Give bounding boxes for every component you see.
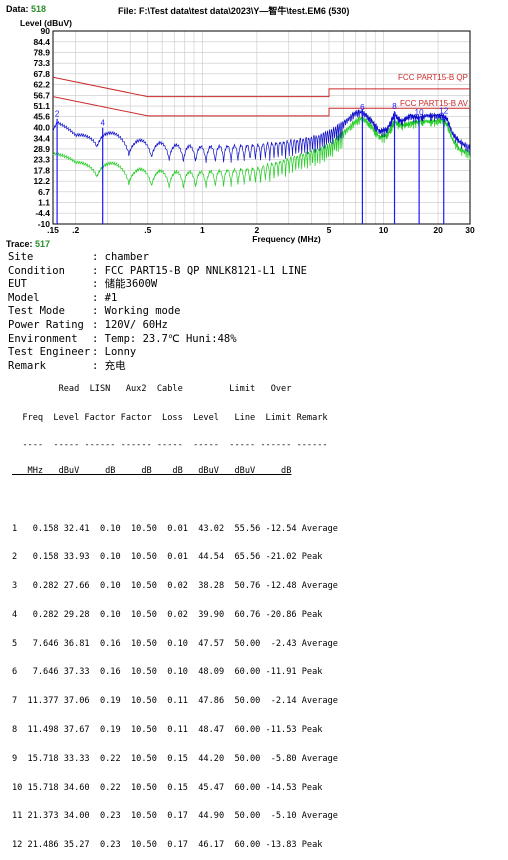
emission-chart: 9084.478.973.367.862.256.751.145.640.034…	[20, 18, 475, 244]
y-tick-label: 51.1	[33, 101, 50, 111]
y-tick-label: 40.0	[33, 123, 50, 133]
info-value: : chamber	[92, 251, 149, 263]
limit-line	[52, 76, 470, 98]
table-row: 3 0.282 27.66 0.10 10.50 0.02 38.28 50.7…	[12, 581, 338, 592]
marker-label: 12	[439, 107, 448, 116]
limit-line-label: FCC PART15-B QP	[398, 73, 468, 82]
table-divider: ---- ----- ------ ------ ----- ----- ---…	[12, 442, 328, 448]
table-row: 5 7.646 36.81 0.16 10.50 0.10 47.57 50.0…	[12, 638, 338, 649]
y-tick-label: 62.2	[33, 80, 50, 90]
x-tick-label: .2	[72, 225, 79, 235]
trace-key: Trace:	[6, 239, 33, 249]
y-tick-label: 12.2	[33, 176, 50, 186]
y-tick-label: 28.9	[33, 144, 50, 154]
y-tick-label: 90	[41, 26, 51, 36]
table-header: Freq Level Factor Factor Loss Level Line…	[12, 412, 328, 423]
info-key: EUT	[8, 278, 27, 291]
trace-label: Trace: 517	[6, 239, 50, 249]
series-line-average	[52, 114, 471, 189]
marker-label: 10	[415, 108, 424, 117]
info-key: Model	[8, 291, 40, 304]
info-key: Test Mode	[8, 305, 65, 318]
x-tick-label: 2	[254, 225, 259, 235]
info-value: : 充电	[92, 359, 126, 372]
info-value: : 储能3600W	[92, 278, 158, 291]
x-tick-label: .15	[47, 225, 59, 235]
x-tick-label: 10	[379, 225, 389, 235]
y-axis-label: Level (dBuV)	[20, 18, 72, 28]
info-key: Remark	[8, 359, 46, 372]
info-key: Site	[8, 251, 34, 263]
table-row: 2 0.158 33.93 0.10 10.50 0.01 44.54 65.5…	[12, 552, 323, 563]
grid	[53, 30, 470, 225]
info-value: : Temp: 23.7℃ Huni:48%	[92, 332, 237, 345]
series-line-peak	[52, 108, 471, 164]
info-row: Condition : FCC PART15-B QP NNLK8121-L1 L…	[8, 265, 307, 279]
info-row: Test Engineer: Lonny	[8, 346, 307, 360]
marker-label: 2	[55, 110, 60, 119]
table-row: 8 11.498 37.67 0.19 10.50 0.11 48.47 60.…	[12, 724, 323, 735]
x-tick-label: 1	[200, 225, 205, 235]
info-value: : #1	[92, 291, 118, 304]
info-row: Environment : Temp: 23.7℃ Huni:48%	[8, 333, 307, 347]
y-tick-label: 1.1	[38, 198, 50, 208]
info-value: : Lonny	[92, 346, 137, 359]
data-value: 518	[31, 4, 47, 14]
info-row: Test Mode : Working mode	[8, 305, 307, 319]
info-key: Condition	[8, 264, 65, 277]
x-tick-label: 5	[327, 225, 332, 235]
series-group	[52, 108, 471, 189]
info-row: EUT : 储能3600W	[8, 278, 307, 292]
table-row: 9 15.718 33.33 0.22 10.50 0.15 44.20 50.…	[12, 753, 338, 764]
y-tick-label: -10	[38, 219, 51, 229]
y-tick-label: 67.8	[33, 69, 50, 79]
y-tick-label: 73.3	[33, 58, 50, 68]
marker-label: 4	[100, 119, 105, 128]
info-key: Test Engineer	[8, 346, 91, 359]
info-key: Environment	[8, 332, 78, 345]
table-row: 7 11.377 37.06 0.19 10.50 0.11 47.86 50.…	[12, 696, 338, 707]
marker-label: 6	[360, 103, 365, 112]
info-value: : Working mode	[92, 305, 181, 318]
y-tick-label: 84.4	[33, 37, 50, 47]
y-tick-label: 34.4	[33, 133, 50, 143]
info-row: Remark : 充电	[8, 360, 307, 374]
info-row: Model : #1	[8, 292, 307, 306]
table-row: 6 7.646 37.33 0.16 10.50 0.10 48.09 60.0…	[12, 667, 323, 678]
table-row: 1 0.158 32.41 0.10 10.50 0.01 43.02 55.5…	[12, 523, 338, 534]
info-row: Site : chamber	[8, 251, 307, 265]
results-table: Read LISN Aux2 Cable Limit Over Freq Lev…	[12, 366, 338, 860]
data-label: Data:	[6, 4, 29, 14]
table-row: 12 21.486 35.27 0.23 10.50 0.17 46.17 60…	[12, 840, 323, 851]
y-tick-label: 17.8	[33, 165, 50, 175]
y-tick-label: 56.7	[33, 90, 50, 100]
info-value: : 120V/ 60Hz	[92, 318, 168, 331]
info-row: Power Rating : 120V/ 60Hz	[8, 319, 307, 333]
table-row: 10 15.718 34.60 0.22 10.50 0.15 45.47 60…	[12, 782, 323, 793]
x-tick-label: .5	[144, 225, 151, 235]
info-key: Power Rating	[8, 318, 84, 331]
limit-line-label: FCC PART15-B AV	[400, 99, 469, 108]
trace-value: 517	[35, 239, 51, 249]
data-id-label: Data: 518	[6, 4, 46, 14]
file-path: File: F:\Test data\test data\2023\Y—智牛\t…	[118, 6, 350, 16]
x-tick-label: 20	[433, 225, 443, 235]
table-row: 11 21.373 34.00 0.23 10.50 0.17 44.90 50…	[12, 811, 338, 822]
table-header-top: Read LISN Aux2 Cable Limit Over	[12, 384, 292, 395]
x-tick-label: 30	[465, 225, 475, 235]
marker-label: 8	[392, 102, 397, 111]
test-info: Site : chamber Condition : FCC PART15-B QP…	[8, 251, 307, 373]
y-tick-label: 78.9	[33, 47, 50, 57]
y-tick-label: 23.3	[33, 155, 50, 165]
plot-frame	[52, 30, 471, 225]
y-tick-label: -4.4	[35, 208, 50, 218]
table-units: MHz dBuV dB dB dB dBuV dBuV dB	[12, 465, 292, 476]
limit-line	[52, 96, 470, 117]
info-value: : FCC PART15-B QP NNLK8121-L1 LINE	[92, 264, 307, 277]
table-spacer	[12, 496, 338, 506]
y-tick-label: 45.6	[33, 112, 50, 122]
x-axis-label: Frequency (MHz)	[252, 234, 321, 244]
table-row: 4 0.282 29.28 0.10 10.50 0.02 39.90 60.7…	[12, 609, 323, 620]
y-tick-label: 6.7	[38, 187, 50, 197]
